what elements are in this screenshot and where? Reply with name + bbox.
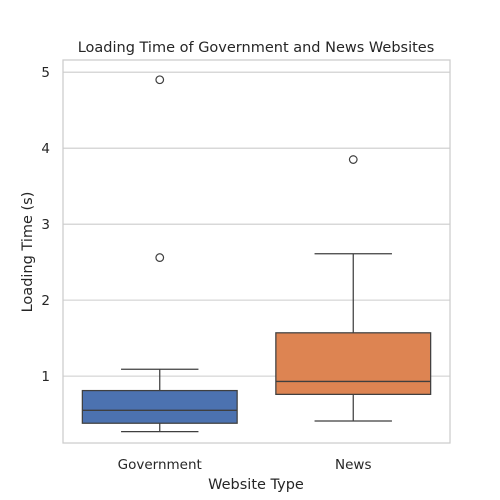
iqr-box xyxy=(81,389,238,424)
boxes-layer xyxy=(81,75,432,433)
y-tick-label: 1 xyxy=(41,369,50,385)
plot-frame xyxy=(62,59,451,444)
chart-title: Loading Time of Government and News Webs… xyxy=(78,40,435,56)
x-tick-labels: Government News xyxy=(118,457,372,473)
y-tick-label: 3 xyxy=(41,217,50,233)
y-tick-label: 5 xyxy=(41,65,50,81)
x-axis-label: Website Type xyxy=(208,477,304,493)
y-tick-labels: 1 2 3 4 5 xyxy=(41,65,50,385)
iqr-box xyxy=(275,332,432,395)
outlier-point xyxy=(155,75,165,85)
y-tick-label: 2 xyxy=(41,293,50,309)
y-tick-label: 4 xyxy=(41,141,50,157)
y-axis-label: Loading Time (s) xyxy=(20,192,36,313)
outlier-point xyxy=(155,253,165,262)
x-tick-label: Government xyxy=(118,457,202,473)
outlier-point xyxy=(348,155,358,164)
x-tick-label: News xyxy=(335,457,371,473)
